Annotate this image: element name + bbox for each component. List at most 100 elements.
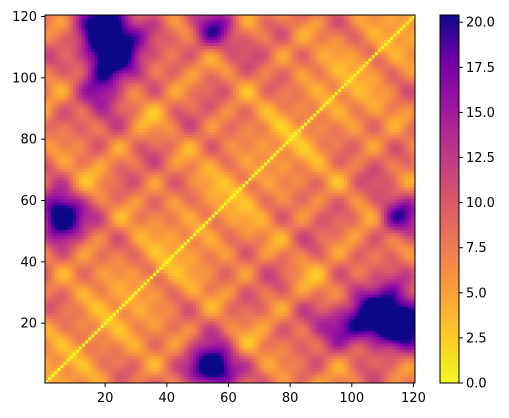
heatmap-cell (156, 202, 160, 206)
heatmap-cell (48, 343, 52, 347)
heatmap-cell (91, 303, 95, 307)
heatmap-cell (125, 254, 129, 258)
heatmap-cell (82, 330, 86, 335)
heatmap-cell (94, 235, 98, 240)
heatmap-cell (112, 180, 117, 185)
heatmap-cell (51, 143, 55, 148)
heatmap-cell (45, 177, 49, 181)
heatmap-cell (125, 232, 129, 237)
heatmap-cell (78, 321, 83, 326)
heatmap-cell (152, 171, 157, 175)
heatmap-cell (63, 297, 67, 301)
heatmap-cell (115, 287, 120, 292)
heatmap-cell (82, 199, 86, 203)
heatmap-cell (66, 18, 71, 22)
heatmap-cell (88, 45, 92, 50)
heatmap-cell (109, 131, 114, 135)
heatmap-cell (165, 64, 169, 68)
heatmap-cell (140, 272, 145, 277)
heatmap-cell (109, 321, 114, 326)
heatmap-cell (88, 128, 92, 132)
heatmap-cell (106, 223, 111, 227)
heatmap-cell (168, 76, 172, 80)
heatmap-cell (94, 346, 98, 350)
heatmap-cell (134, 232, 138, 237)
heatmap-cell (85, 57, 89, 62)
heatmap-cell (100, 39, 104, 43)
heatmap-cell (112, 57, 117, 62)
heatmap-cell (103, 303, 108, 307)
heatmap-cell (152, 54, 157, 59)
heatmap-cell (75, 122, 80, 126)
heatmap-cell (146, 306, 151, 310)
heatmap-cell (72, 168, 77, 172)
heatmap-cell (45, 251, 49, 255)
heatmap-cell (78, 103, 83, 108)
heatmap-cell (122, 174, 126, 178)
heatmap-cell (60, 284, 64, 289)
heatmap-cell (106, 376, 111, 381)
heatmap-cell (115, 110, 120, 114)
heatmap-cell (63, 76, 67, 80)
heatmap-cell (131, 177, 135, 181)
heatmap-cell (72, 128, 77, 132)
heatmap-cell (85, 254, 89, 258)
heatmap-cell (72, 177, 77, 181)
heatmap-cell (125, 73, 129, 77)
heatmap-cell (100, 143, 104, 148)
heatmap-cell (109, 107, 114, 111)
heatmap-cell (88, 57, 92, 62)
heatmap-cell (152, 340, 157, 344)
heatmap-cell (162, 245, 166, 249)
heatmap-cell (152, 51, 157, 56)
heatmap-cell (72, 333, 77, 338)
heatmap-cell (131, 226, 135, 231)
heatmap-cell (85, 324, 89, 329)
heatmap-cell (168, 343, 172, 347)
heatmap-cell (103, 168, 108, 172)
heatmap-cell (134, 45, 138, 50)
heatmap-cell (156, 312, 160, 316)
heatmap-cell (109, 103, 114, 108)
heatmap-cell (168, 183, 172, 188)
heatmap-cell (69, 349, 74, 353)
heatmap-cell (91, 376, 95, 381)
heatmap-cell (100, 24, 104, 28)
heatmap-cell (103, 82, 108, 86)
heatmap-cell (156, 361, 160, 365)
heatmap-cell (125, 94, 129, 99)
heatmap-cell (54, 232, 58, 237)
heatmap-cell (119, 349, 123, 353)
heatmap-cell (66, 297, 71, 301)
heatmap-cell (45, 137, 49, 142)
heatmap-cell (91, 42, 95, 47)
heatmap-cell (91, 143, 95, 148)
heatmap-cell (66, 343, 71, 347)
heatmap-cell (48, 297, 52, 301)
heatmap-cell (168, 73, 172, 77)
heatmap-cell (156, 266, 160, 270)
heatmap-cell (115, 73, 120, 77)
heatmap-cell (134, 107, 138, 111)
heatmap-cell (106, 294, 111, 298)
heatmap-cell (109, 287, 114, 292)
heatmap-cell (134, 156, 138, 160)
heatmap-cell (159, 367, 163, 372)
heatmap-cell (85, 309, 89, 313)
heatmap-cell (134, 39, 138, 43)
heatmap-cell (146, 324, 151, 329)
heatmap-cell (48, 180, 52, 185)
heatmap-cell (125, 97, 129, 102)
heatmap-cell (146, 61, 151, 65)
heatmap-cell (171, 318, 175, 323)
heatmap-cell (48, 300, 52, 304)
heatmap-cell (109, 312, 114, 316)
heatmap-cell (112, 370, 117, 375)
heatmap-cell (72, 140, 77, 145)
heatmap-cell (112, 303, 117, 307)
heatmap-cell (72, 54, 77, 59)
heatmap-cell (94, 220, 98, 224)
heatmap-cell (63, 315, 67, 319)
heatmap-cell (48, 291, 52, 295)
heatmap-cell (119, 42, 123, 47)
